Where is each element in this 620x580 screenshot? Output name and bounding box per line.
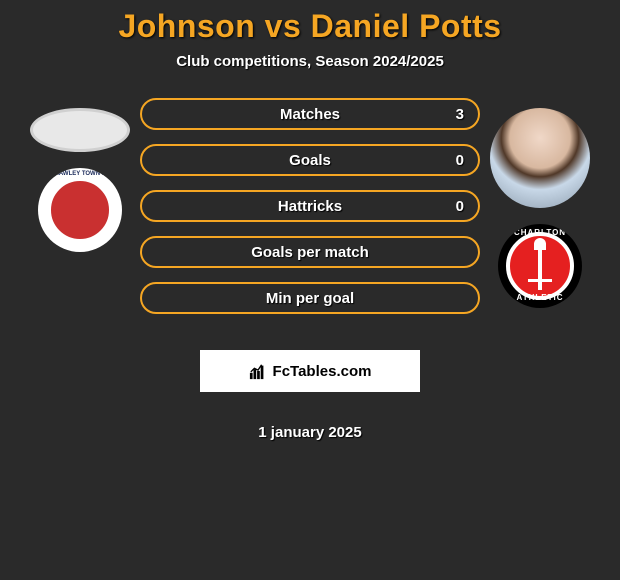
infographic-container: Johnson vs Daniel Potts Club competition… — [0, 0, 620, 441]
stat-right-hattricks: 0 — [456, 198, 464, 215]
stat-label-mpg: Min per goal — [266, 290, 354, 307]
subtitle: Club competitions, Season 2024/2025 — [0, 53, 620, 70]
left-player-column: CRAWLEY TOWN FC RED DEVILS — [20, 98, 140, 252]
stat-row-goals: Goals 0 — [140, 144, 480, 176]
date-text: 1 january 2025 — [258, 424, 361, 441]
charlton-badge-inner — [506, 232, 574, 300]
player-right-photo — [490, 108, 590, 208]
footer-brand-box: FcTables.com — [200, 350, 420, 392]
crawley-badge-text-top: CRAWLEY TOWN FC — [38, 171, 122, 177]
crawley-badge-text-bot: RED DEVILS — [38, 242, 122, 248]
club-badge-charlton: CHARLTON ATHLETIC — [498, 224, 582, 308]
stats-column: Matches 3 Goals 0 Hattricks 0 Goals per … — [140, 98, 480, 441]
stat-right-goals: 0 — [456, 152, 464, 169]
main-row: CRAWLEY TOWN FC RED DEVILS Matches 3 Goa… — [0, 98, 620, 441]
stat-label-hattricks: Hattricks — [278, 198, 342, 215]
player-left-photo — [30, 108, 130, 152]
stat-label-goals: Goals — [289, 152, 331, 169]
charlton-badge-text-bot: ATHLETIC — [498, 293, 582, 302]
stat-row-gpm: Goals per match — [140, 236, 480, 268]
crawley-badge-inner — [48, 178, 112, 242]
chart-icon — [249, 362, 267, 380]
footer-brand-text: FcTables.com — [273, 363, 372, 380]
right-player-column: CHARLTON ATHLETIC — [480, 98, 600, 308]
stat-row-hattricks: Hattricks 0 — [140, 190, 480, 222]
stat-label-gpm: Goals per match — [251, 244, 369, 261]
charlton-sword-icon — [538, 242, 542, 290]
page-title: Johnson vs Daniel Potts — [0, 8, 620, 45]
stat-right-matches: 3 — [456, 106, 464, 123]
stat-label-matches: Matches — [280, 106, 340, 123]
club-badge-crawley: CRAWLEY TOWN FC RED DEVILS — [38, 168, 122, 252]
stat-row-mpg: Min per goal — [140, 282, 480, 314]
stat-row-matches: Matches 3 — [140, 98, 480, 130]
